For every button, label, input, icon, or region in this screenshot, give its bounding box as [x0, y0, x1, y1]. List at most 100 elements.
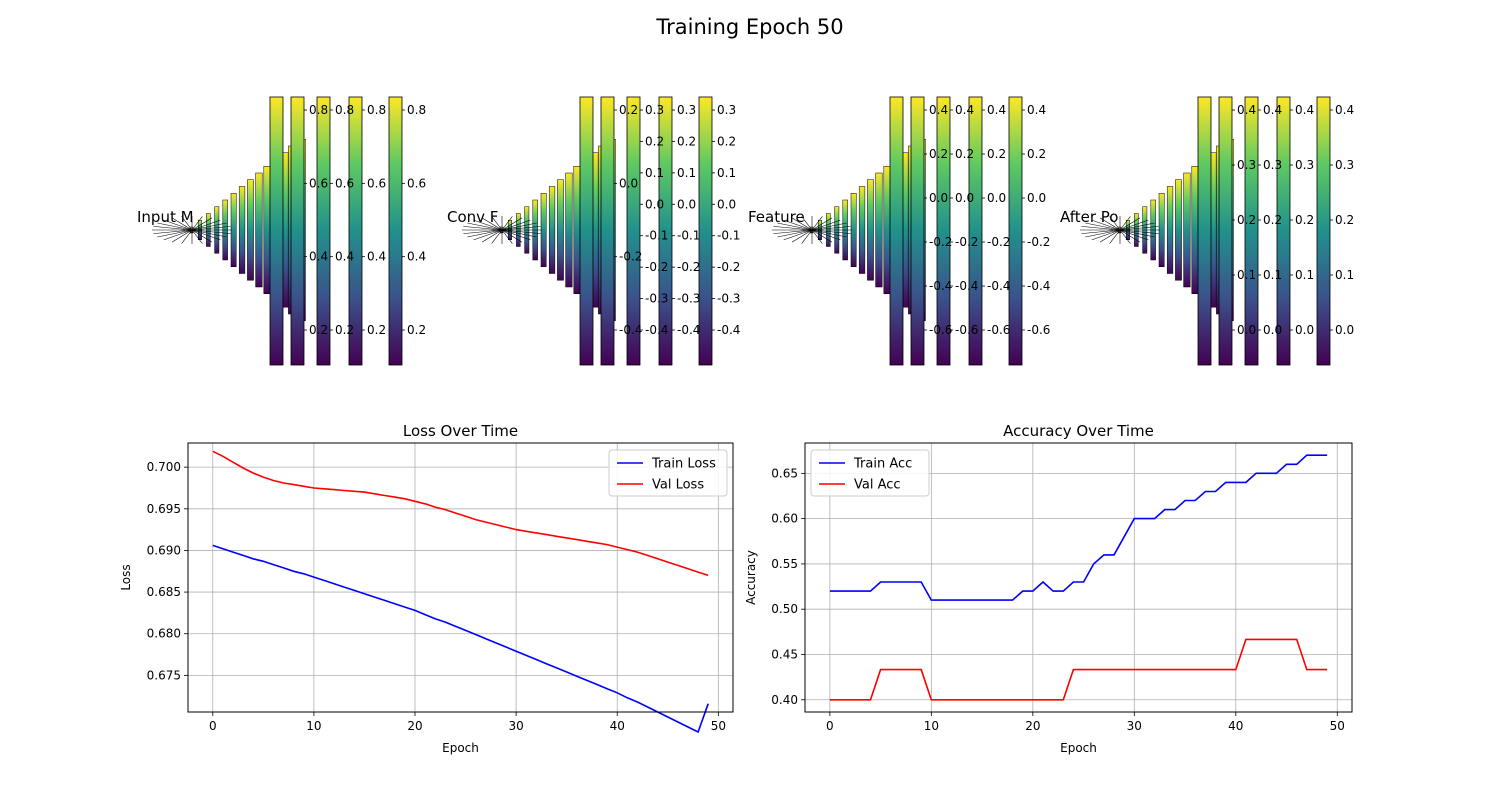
plot-frame — [804, 442, 1353, 713]
chart-accuracy: 0 10 20 30 40 50 0.40 0.45 0.50 0.55 0.60 0.65 Accur… — [744, 422, 1353, 755]
colorbar-tick-label: 0.4 — [367, 250, 386, 264]
x-axis-label: Epoch — [1060, 741, 1097, 755]
colorbar-tick-label: 0.6 — [335, 176, 354, 190]
colorbar-tick-label: 0.0 — [1335, 323, 1354, 337]
colorbar-tick-label: 0.6 — [309, 176, 328, 190]
colorbar-tick-label: 0.4 — [309, 250, 328, 264]
colorbar-tick-label: 0.1 — [1295, 268, 1314, 282]
colorbar-tick-label: 0.0 — [929, 191, 948, 205]
y-tick-label: 0.60 — [771, 512, 798, 526]
mini-colorbar — [1166, 186, 1174, 274]
colorbar-tick-label: 0.3 — [645, 103, 664, 117]
x-tick-label: 50 — [711, 719, 726, 733]
x-tick-label: 0 — [209, 719, 217, 733]
colorbar-tick-label: 0.0 — [645, 197, 664, 211]
chart-loss: 0 10 20 30 40 50 0.675 0.680 0.685 0.690 0.695 0.70… — [119, 422, 734, 755]
colorbar-tick-label: -0.1 — [717, 229, 740, 243]
colorbar-tick-label: -0.2 — [929, 235, 952, 249]
colorbar-tick-label: 0.1 — [1237, 268, 1256, 282]
line-charts: 0 10 20 30 40 50 0.675 0.680 0.685 0.690 0.695 0.70… — [119, 422, 1353, 755]
colorbar-tick-label: 0.0 — [677, 197, 696, 211]
colorbar-tick-label: 0.8 — [407, 103, 426, 117]
colorbar-tick-label: -0.6 — [929, 323, 952, 337]
colorbar-tick-label: 0.4 — [407, 250, 426, 264]
colorbar — [658, 96, 673, 366]
feature-panel-4: 0.0 0.1 0.2 0.3 0.4 0.0 0.1 0.2 0.3 0.4 0.0 0.1 0.2 0… — [1060, 96, 1354, 366]
panel-title: After Po — [1060, 208, 1118, 226]
panel-title: Conv F — [447, 208, 498, 226]
colorbar-tick-label: 0.1 — [717, 166, 736, 180]
colorbar — [889, 96, 904, 366]
colorbar — [1276, 96, 1291, 366]
mini-colorbar — [557, 179, 564, 281]
x-tick-label: 20 — [1025, 719, 1040, 733]
colorbar-tick-label: 0.2 — [1295, 213, 1314, 227]
colorbar-tick-label: 0.6 — [407, 176, 426, 190]
colorbar — [269, 96, 284, 366]
y-tick-label: 0.50 — [771, 602, 798, 616]
colorbar-tick-label: 0.2 — [645, 134, 664, 148]
colorbar — [698, 96, 713, 366]
colorbar-tick-label: 0.2 — [1263, 213, 1282, 227]
colorbar-tick-label: 0.2 — [619, 103, 638, 117]
colorbar-tick-label: -0.6 — [955, 323, 978, 337]
colorbar-tick-label: 0.4 — [1295, 103, 1314, 117]
colorbar-tick-label: -0.2 — [677, 260, 700, 274]
colorbar-tick-label: 0.0 — [619, 176, 638, 190]
colorbar-tick-label: 0.1 — [645, 166, 664, 180]
colorbar — [910, 96, 925, 366]
colorbar — [936, 96, 951, 366]
colorbar-tick-label: -0.4 — [717, 323, 740, 337]
colorbar-tick-label: 0.0 — [1263, 323, 1282, 337]
feature-panel-3: -0.6 -0.4 -0.2 0.0 0.2 0.4 -0.6 -0.4 -0.2 0.0 0.2 0… — [748, 96, 1050, 366]
panel-title: Input M — [137, 208, 194, 226]
colorbar-tick-label: 0.2 — [677, 134, 696, 148]
legend: Train Acc Val Acc — [810, 449, 930, 497]
colorbar-tick-label: 0.2 — [309, 323, 328, 337]
feature-panel-2: -0.4-0.20.00.2-0.4-0.3-0.2-0.10.00.10.20… — [447, 96, 740, 366]
colorbar-tick-label: 0.4 — [955, 103, 974, 117]
series-line-val-acc — [829, 638, 1328, 701]
colorbar-tick-label: -0.2 — [717, 260, 740, 274]
x-tick-label: 40 — [1228, 719, 1243, 733]
colorbar — [1008, 96, 1023, 366]
colorbar-tick-label: 0.2 — [955, 147, 974, 161]
mini-colorbar — [1183, 172, 1191, 288]
y-tick-label: 0.685 — [147, 585, 181, 599]
y-tick-label: 0.45 — [771, 647, 798, 661]
chart-title: Accuracy Over Time — [1003, 422, 1154, 440]
y-tick-label: 0.690 — [147, 543, 181, 557]
colorbar — [1316, 96, 1331, 366]
colorbar-tick-label: 0.4 — [1237, 103, 1256, 117]
colorbar-tick-label: 0.4 — [1335, 103, 1354, 117]
colorbar — [348, 96, 363, 366]
x-tick-label: 10 — [306, 719, 321, 733]
colorbar-tick-label: -0.6 — [987, 323, 1010, 337]
y-tick-label: 0.695 — [147, 502, 181, 516]
colorbar-tick-label: 0.3 — [1263, 158, 1282, 172]
panel-title: Feature — [748, 208, 805, 226]
colorbar-tick-label: -0.3 — [645, 292, 668, 306]
colorbar-tick-label: -0.3 — [717, 292, 740, 306]
colorbar-tick-label: 0.0 — [1295, 323, 1314, 337]
colorbar-tick-label: -0.2 — [645, 260, 668, 274]
mini-colorbar — [255, 172, 263, 288]
mini-colorbar — [867, 179, 874, 281]
series-line-val-loss — [212, 450, 709, 577]
colorbar-tick-label: -0.2 — [1027, 235, 1050, 249]
feature-panel-1: 0.2 0.4 0.6 0.8 0.2 0.4 0.6 0.8 0.2 0.4 0.6 0.8 0.2 0… — [137, 96, 426, 366]
figure-suptitle: Training Epoch 50 — [655, 15, 843, 39]
colorbar-tick-label: -0.4 — [987, 279, 1010, 293]
colorbar-tick-label: 0.3 — [677, 103, 696, 117]
colorbar-tick-label: 0.4 — [929, 103, 948, 117]
colorbar-tick-label: 0.4 — [1263, 103, 1282, 117]
colorbar-tick-label: 0.0 — [1027, 191, 1046, 205]
colorbar-tick-label: 0.3 — [1237, 158, 1256, 172]
colorbar-tick-label: -0.2 — [987, 235, 1010, 249]
colorbar-tick-label: 0.2 — [1335, 213, 1354, 227]
colorbar-tick-label: -0.1 — [645, 229, 668, 243]
mini-colorbar — [238, 186, 246, 274]
colorbar-tick-label: -0.4 — [929, 279, 952, 293]
legend-label: Val Acc — [854, 478, 901, 493]
